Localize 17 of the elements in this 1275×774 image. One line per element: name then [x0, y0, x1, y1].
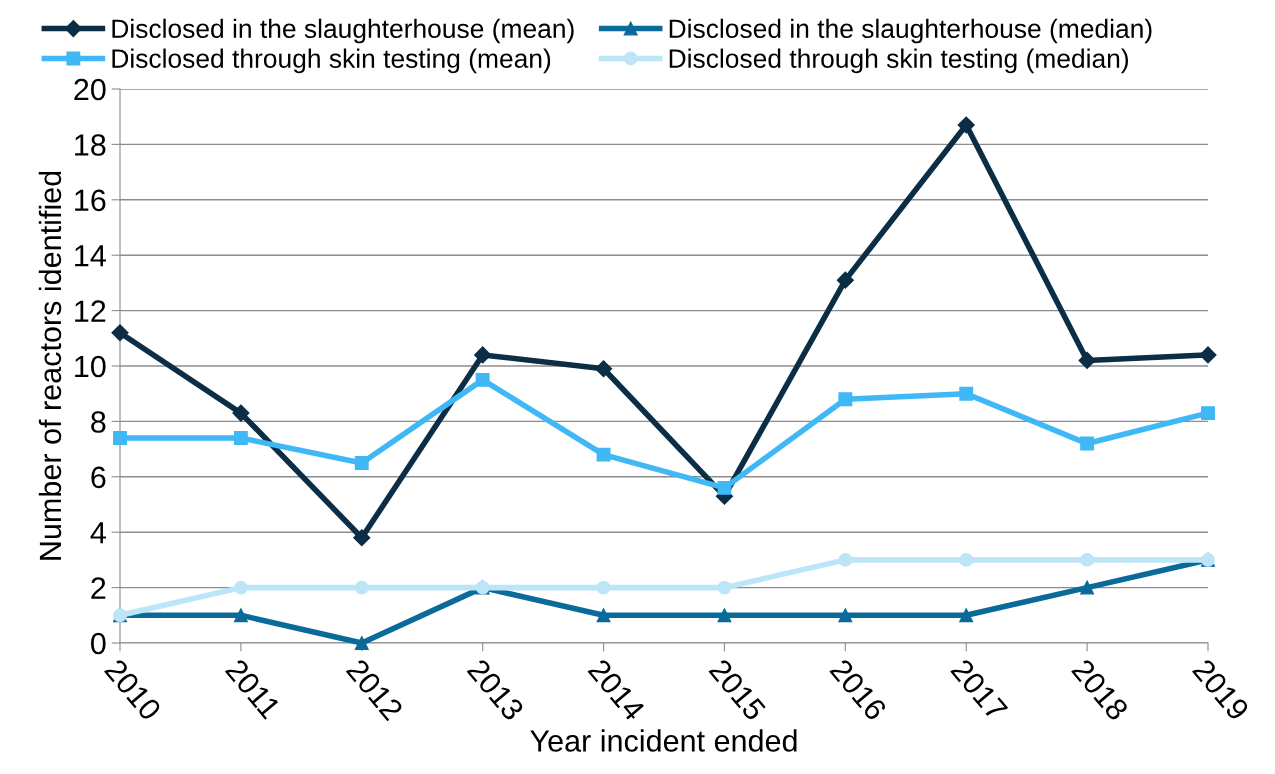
- y-tick-label: 16: [75, 189, 106, 212]
- y-tick-label: 8: [91, 411, 106, 433]
- legend-label: Disclosed in the slaughterhouse (mean): [112, 18, 574, 44]
- legend-label: Disclosed through skin testing (median): [669, 48, 1128, 74]
- legend-label: Disclosed through skin testing (mean): [112, 48, 551, 74]
- y-tick-label: 2: [91, 577, 106, 599]
- y-tick-label: 20: [74, 78, 106, 101]
- y-tick-label: 4: [90, 522, 106, 544]
- y-tick-label: 6: [91, 466, 106, 489]
- x-axis-title: Year incident ended: [530, 729, 797, 752]
- y-tick-label: 0: [91, 632, 106, 655]
- y-tick-label: 12: [75, 300, 106, 322]
- legend-label: Disclosed in the slaughterhouse (median): [669, 18, 1152, 44]
- y-tick-label: 14: [75, 245, 106, 267]
- y-tick-label: 18: [75, 134, 106, 156]
- y-tick-label: 10: [75, 355, 106, 378]
- y-axis-title: Number of reactors identified: [38, 171, 62, 560]
